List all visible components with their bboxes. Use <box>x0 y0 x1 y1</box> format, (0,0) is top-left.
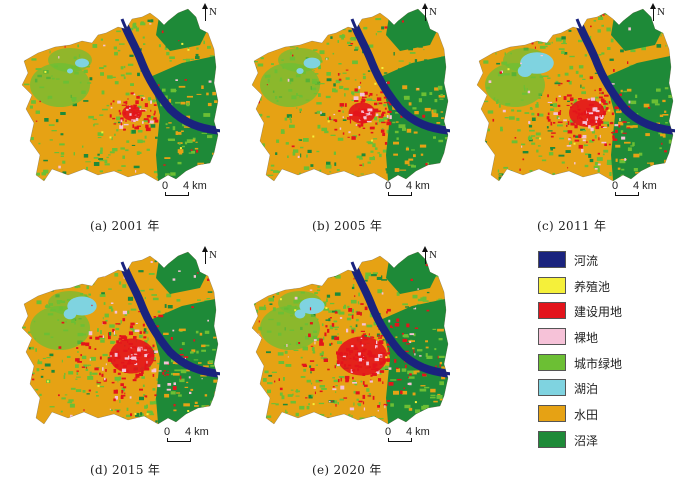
legend-swatch <box>538 430 566 448</box>
scale-end: 4 km <box>185 426 209 438</box>
north-label: N <box>429 249 437 261</box>
map-panel-2001: N 0 4 km <box>10 3 220 205</box>
legend-label: 裸地 <box>574 331 599 346</box>
panel-caption: (a) 2001 年 <box>90 219 160 233</box>
legend-swatch <box>538 353 566 371</box>
north-arrow: N <box>650 3 665 21</box>
legend-label: 沼泽 <box>574 433 599 448</box>
legend-swatch <box>538 276 566 294</box>
legend-item-paddy: 水田 <box>538 402 658 428</box>
map-panel-2020: N 0 4 km <box>240 246 450 448</box>
land-use-map <box>21 251 220 425</box>
scale-zero: 0 <box>162 180 169 192</box>
legend-item-urban-green: 城市绿地 <box>538 351 658 377</box>
legend-item-lake: 湖泊 <box>538 376 658 402</box>
north-arrow: N <box>202 3 217 21</box>
panel-caption: (c) 2011 年 <box>537 219 607 233</box>
map-panel-2005: N 0 4 km <box>240 3 450 205</box>
legend-swatch <box>538 251 566 268</box>
north-arrow-icon <box>422 246 428 264</box>
north-label: N <box>657 6 665 18</box>
legend-item-bare-land: 裸地 <box>538 325 658 351</box>
map-fill <box>22 9 218 181</box>
north-arrow-icon <box>202 3 208 21</box>
north-label: N <box>209 6 217 18</box>
legend-label: 河流 <box>574 254 599 268</box>
map-fill <box>477 9 673 181</box>
scale-zero: 0 <box>164 426 171 438</box>
scale-bar-line <box>388 192 412 196</box>
north-arrow-icon <box>202 246 208 264</box>
land-use-map <box>251 251 450 425</box>
panel-caption: (d) 2015 年 <box>90 463 161 477</box>
scale-zero: 0 <box>612 180 619 192</box>
north-arrow: N <box>422 246 437 264</box>
scale-end: 4 km <box>183 180 207 192</box>
legend: 河流 养殖池 建设用地 裸地 城市绿地 湖泊 水田 沼泽 <box>538 248 658 454</box>
legend-item-fishpond: 养殖池 <box>538 274 658 300</box>
map-fill <box>252 9 448 181</box>
scale-bar-line <box>388 438 412 442</box>
north-arrow: N <box>202 246 217 264</box>
scale-zero: 0 <box>385 180 392 192</box>
scale-end: 4 km <box>406 426 430 438</box>
north-arrow: N <box>422 3 437 21</box>
legend-item-river: 河流 <box>538 248 658 274</box>
legend-swatch <box>538 328 566 346</box>
legend-label: 养殖池 <box>574 279 611 294</box>
legend-swatch <box>538 302 566 320</box>
scale-end: 4 km <box>633 180 657 192</box>
north-arrow-icon <box>650 3 656 21</box>
scale-bar-line <box>615 192 639 196</box>
land-use-map <box>476 8 675 182</box>
north-label: N <box>209 249 217 261</box>
legend-item-marsh: 沼泽 <box>538 428 658 454</box>
legend-swatch <box>538 405 566 423</box>
land-use-map <box>251 8 450 182</box>
map-panel-2011: N 0 4 km <box>465 3 675 205</box>
land-use-map <box>21 8 220 182</box>
scale-end: 4 km <box>406 180 430 192</box>
map-panel-2015: N 0 4 km <box>10 246 220 448</box>
legend-label: 湖泊 <box>574 382 599 397</box>
north-label: N <box>429 6 437 18</box>
legend-label: 建设用地 <box>574 305 623 320</box>
legend-item-construction: 建设用地 <box>538 299 658 325</box>
panel-caption: (e) 2020 年 <box>312 463 382 477</box>
scale-zero: 0 <box>385 426 392 438</box>
scale-bar-line <box>165 192 189 196</box>
map-fill <box>22 252 218 424</box>
legend-label: 城市绿地 <box>574 356 623 371</box>
north-arrow-icon <box>422 3 428 21</box>
legend-swatch <box>538 379 566 397</box>
legend-label: 水田 <box>574 408 599 423</box>
panel-caption: (b) 2005 年 <box>312 219 383 233</box>
scale-bar-line <box>167 438 191 442</box>
map-fill <box>252 252 448 424</box>
